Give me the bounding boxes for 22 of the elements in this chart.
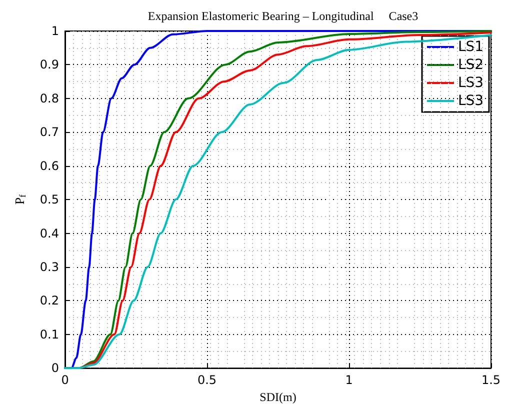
y-tick-label: 0.8 [40, 91, 59, 106]
legend-label: LS3 [458, 75, 484, 91]
y-tick-label: 0.3 [40, 260, 59, 274]
legend-label: LS3 [458, 93, 484, 109]
y-tick-label: 1 [51, 24, 59, 38]
legend-label: LS2 [458, 57, 484, 73]
y-tick-label: 0.7 [40, 125, 59, 140]
legend-label: LS1 [458, 39, 484, 55]
chart-title: Expansion Elastomeric Bearing – Longitudinal Case3 [148, 9, 418, 23]
y-tick-label: 0.6 [40, 158, 59, 173]
y-tick-label: 0.5 [40, 192, 59, 207]
y-tick-label: 0.9 [40, 58, 59, 72]
x-tick-label: 0 [61, 373, 69, 388]
x-axis-title: SDI(m) [260, 390, 296, 404]
y-tick-label: 0.2 [40, 294, 59, 308]
y-tick-label: 0 [51, 361, 59, 376]
y-axis-title: Pf [12, 194, 28, 205]
x-tick-label: 1.5 [481, 373, 501, 388]
x-tick-label: 1 [345, 373, 353, 388]
x-tick-label: 0.5 [197, 373, 217, 388]
y-tick-label: 0.1 [40, 327, 59, 342]
y-tick-label: 0.4 [40, 226, 59, 240]
